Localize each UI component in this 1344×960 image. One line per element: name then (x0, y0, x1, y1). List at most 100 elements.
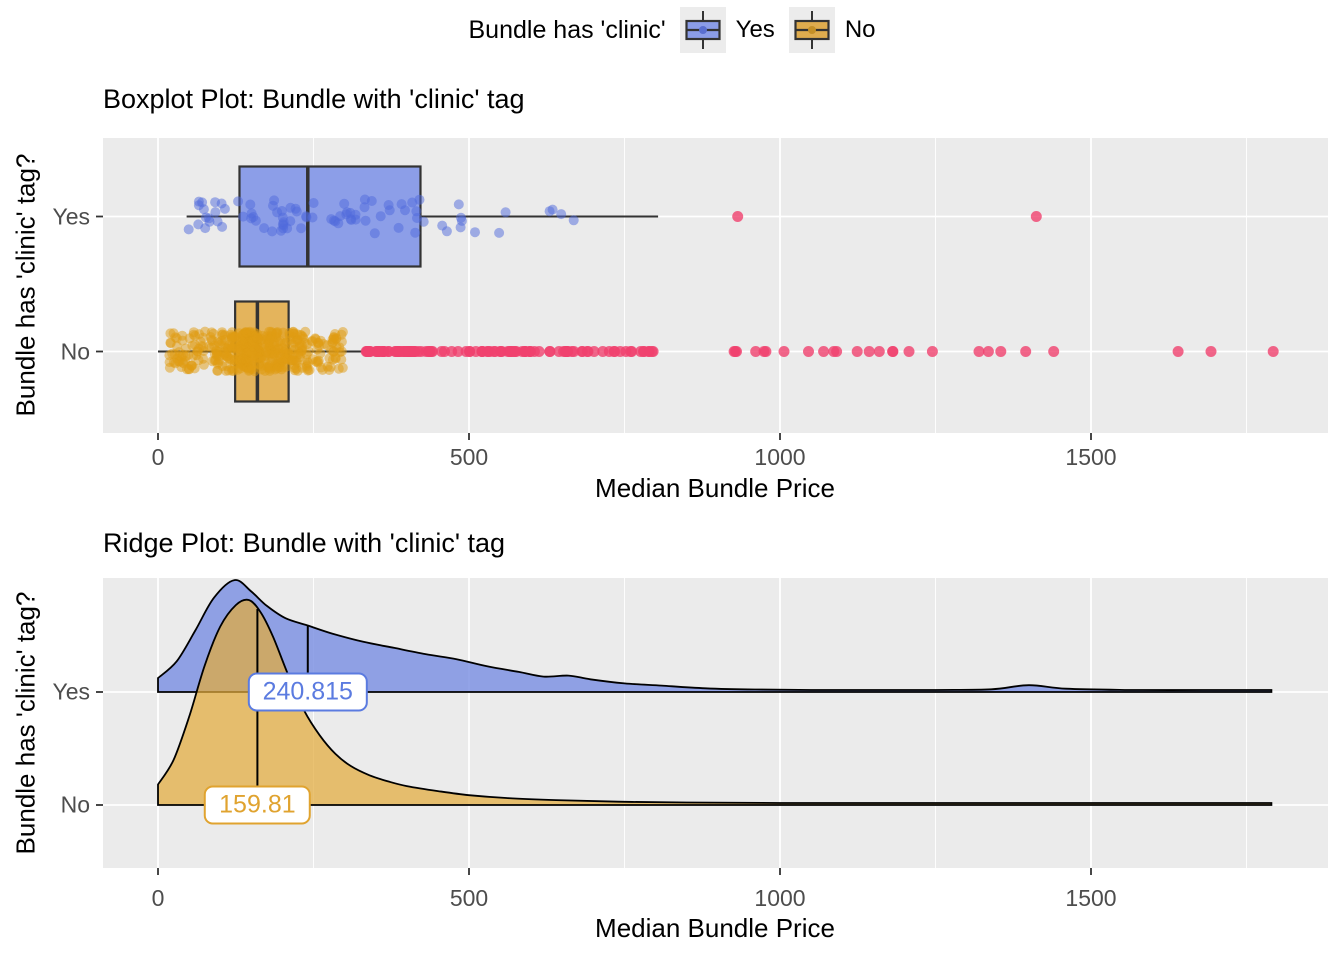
jitter-point (268, 200, 278, 211)
outlier-point (873, 346, 885, 357)
jitter-point (453, 199, 464, 210)
outlier-point (519, 346, 531, 357)
outlier-point (851, 346, 863, 357)
outlier-point (828, 346, 840, 357)
jitter-point (212, 346, 222, 357)
outlier-point (778, 346, 790, 357)
jitter-point (342, 207, 352, 218)
jitter-point (375, 211, 386, 222)
outlier-point (1267, 346, 1279, 357)
ridge-panel (96, 578, 1328, 875)
jitter-point (418, 216, 429, 227)
jitter-point (245, 199, 256, 210)
outlier-point (1048, 346, 1060, 357)
jitter-point (192, 346, 203, 357)
legend-label-no: No (844, 16, 876, 43)
jitter-point (171, 333, 182, 344)
jitter-point (210, 207, 221, 218)
jitter-point (168, 357, 179, 368)
jitter-point (308, 198, 319, 208)
jitter-point (441, 226, 452, 237)
jitter-point (210, 197, 221, 208)
legend-title: Bundle has 'clinic' (468, 15, 666, 44)
jitter-point (265, 334, 275, 345)
jitter-point (494, 227, 505, 238)
jitter-point (547, 204, 558, 215)
outlier-point (973, 346, 985, 357)
outlier-point (803, 346, 814, 357)
jitter-point (207, 356, 218, 367)
jitter-point (500, 207, 511, 218)
outlier-point (731, 346, 742, 357)
jitter-point (325, 362, 336, 372)
jitter-point (329, 334, 340, 345)
legend-item-yes: Yes (679, 7, 775, 53)
jitter-point (246, 208, 257, 219)
outlier-point (609, 346, 621, 357)
outlier-point (1172, 346, 1184, 357)
jitter-point (256, 364, 267, 375)
y-tick-label-yes: Yes (52, 203, 90, 229)
jitter-point (287, 355, 298, 366)
jitter-point (200, 326, 210, 337)
jitter-point (384, 205, 395, 216)
jitter-point (393, 222, 404, 233)
jitter-point (414, 194, 425, 205)
jitter-point (164, 350, 175, 361)
jitter-point (359, 202, 370, 213)
jitter-point (278, 327, 289, 338)
jitter-point (246, 361, 257, 372)
jitter-point (188, 327, 199, 338)
jitter-point (246, 347, 257, 358)
jitter-point (556, 209, 567, 220)
jitter-point (330, 216, 341, 227)
outlier-point (1020, 346, 1032, 357)
boxplot-x-axis-title: Median Bundle Price (595, 473, 835, 503)
outlier-point (436, 346, 448, 357)
jitter-point (193, 196, 204, 207)
median-label-yes: 240.815 (247, 672, 368, 712)
jitter-point (289, 365, 300, 376)
outlier-point (363, 346, 375, 357)
jitter-point (285, 202, 296, 213)
boxplot-y-axis-title: Bundle has 'clinic' tag? (10, 153, 41, 417)
jitter-point (193, 219, 204, 230)
outlier-point (464, 346, 475, 357)
jitter-point (208, 328, 219, 339)
x-tick-label: 1000 (754, 885, 806, 911)
x-tick-label: 1000 (754, 444, 806, 470)
x-tick-label: 1500 (1065, 444, 1117, 470)
outlier-point (408, 346, 420, 357)
jitter-point (400, 205, 410, 216)
x-tick-label: 0 (151, 444, 165, 470)
jitter-point (264, 362, 274, 373)
jitter-point (336, 346, 347, 357)
jitter-point (183, 224, 194, 235)
jitter-point (456, 215, 467, 226)
jitter-point (410, 227, 421, 238)
outlier-point (581, 346, 593, 357)
x-tick-label: 500 (449, 444, 489, 470)
boxplot-key-icon (788, 7, 835, 53)
jitter-point (186, 360, 197, 371)
legend-jitter-dot (807, 26, 816, 34)
jitter-point (328, 346, 339, 357)
boxplot-series-no (158, 300, 1279, 403)
outlier-point (489, 346, 501, 357)
jitter-point (337, 362, 348, 373)
jitter-point (301, 211, 312, 222)
jitter-point (212, 365, 223, 376)
jitter-point (359, 194, 370, 205)
outlier-point (903, 346, 915, 357)
boxplot-title: Boxplot Plot: Bundle with 'clinic' tag (103, 84, 525, 114)
jitter-point (227, 342, 238, 353)
outlier-point (1030, 211, 1042, 222)
outlier-point (646, 346, 658, 357)
jitter-point (303, 357, 313, 368)
ridge-title: Ridge Plot: Bundle with 'clinic' tag (103, 528, 506, 558)
outlier-point (452, 346, 464, 357)
jitter-point (315, 348, 326, 359)
outlier-point (568, 346, 580, 357)
outlier-point (758, 346, 770, 357)
jitter-point (193, 355, 204, 366)
